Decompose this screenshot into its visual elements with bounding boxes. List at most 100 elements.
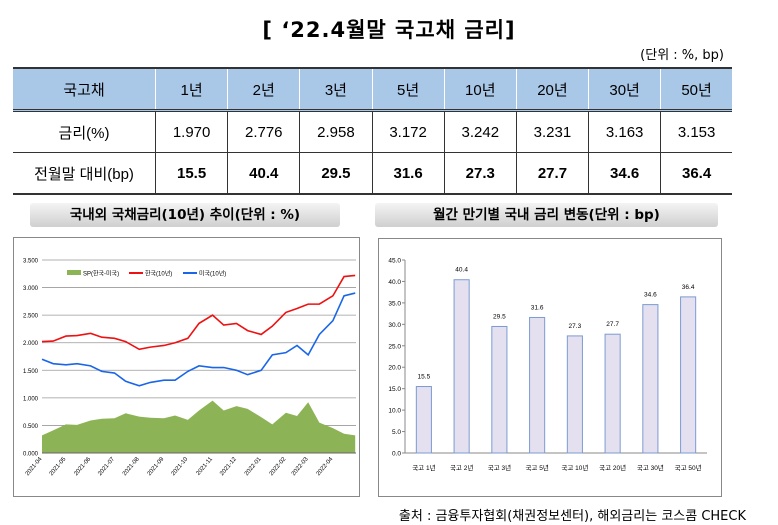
header-cell: 20년 [515, 67, 589, 112]
cell: 3.163 [588, 110, 661, 153]
y-tick-label: 0.0 [392, 451, 401, 458]
y-tick-label: 20.0 [388, 365, 401, 372]
x-tick-label: 2021-08 [122, 456, 141, 477]
cell: 3.153 [660, 110, 732, 153]
row-label: 금리(%) [13, 110, 156, 153]
left-chart-heading: 국내외 국채금리(10년) 추이(단위 : %) [30, 203, 340, 227]
x-tick-label: 2021-07 [97, 456, 116, 477]
cell: 3.172 [371, 110, 445, 153]
x-tick-label: 2022-01 [244, 456, 263, 477]
source-note: 출처 : 금융투자협회(채권정보센터), 해외금리는 코스콤 CHECK [398, 509, 746, 524]
x-tick-label: 2022-03 [291, 456, 310, 477]
header-cell: 30년 [588, 67, 661, 112]
bar-chart-frame: 0.0 5.0 10.0 15.0 20.0 25.0 30.0 35.0 40.0 45.0 15… [378, 238, 722, 497]
cell: 2.958 [299, 110, 373, 153]
y-tick-label: 35.0 [388, 300, 401, 307]
y-tick-label: 10.0 [388, 408, 401, 415]
bar [415, 386, 432, 454]
y-tick-label: 0.500 [23, 424, 39, 430]
bar-chart: 0.0 5.0 10.0 15.0 20.0 25.0 30.0 35.0 40.0 45.0 15… [388, 258, 707, 472]
data-label: 40.4 [455, 267, 468, 274]
us-10y-line [41, 292, 356, 387]
x-tick-label: 2022-02 [269, 456, 288, 477]
x-tick-label: 2021-10 [171, 456, 190, 477]
table-row: 전월말 대비(bp) 15.5 40.4 29.5 31.6 27.3 27.7… [13, 152, 732, 195]
header-cell: 국고채 [13, 67, 156, 112]
x-tick-label: 국고 3년 [488, 463, 511, 472]
x-tick-label: 2022-04 [316, 456, 335, 477]
y-tick-label: 1.500 [23, 369, 39, 375]
cell: 3.231 [515, 110, 589, 153]
header-cell: 50년 [660, 67, 732, 112]
cell: 1.970 [154, 110, 228, 153]
bar [453, 279, 470, 454]
y-tick-label: 3.500 [23, 259, 39, 265]
cell: 15.5 [154, 152, 228, 195]
cell: 29.5 [299, 152, 373, 195]
y-tick-label: 0.000 [23, 452, 39, 458]
y-tick-label: 2.500 [23, 314, 39, 320]
x-tick-label: 국고 10년 [561, 463, 588, 472]
data-label: 27.7 [606, 321, 619, 328]
y-tick-label: 30.0 [388, 322, 401, 329]
legend-label: 미국(10년) [199, 270, 226, 278]
header-cell: 10년 [443, 67, 517, 112]
bar [642, 304, 659, 454]
line-chart-frame: 0.000 0.500 1.000 1.500 2.000 2.500 3.000 3.500… [13, 237, 360, 497]
table-row: 금리(%) 1.970 2.776 2.958 3.172 3.242 3.23… [13, 110, 732, 153]
x-tick-label: 2021-04 [25, 456, 44, 477]
bar [529, 316, 546, 454]
header-cell: 2년 [227, 67, 300, 112]
bond-rate-table: 국고채 1년 2년 3년 5년 10년 20년 30년 50년 금리(%) 1.… [13, 67, 732, 195]
y-tick-label: 3.000 [23, 286, 39, 292]
right-chart-heading: 월간 만기별 국내 금리 변동(단위 : bp) [375, 203, 718, 227]
bar [491, 325, 508, 454]
y-tick-label: 15.0 [388, 386, 401, 393]
korea-10y-line [41, 274, 356, 351]
page-title: [ ‘22.4월말 국고채 금리] [262, 18, 516, 42]
header-cell: 1년 [154, 67, 228, 112]
data-label: 34.6 [644, 292, 657, 299]
spread-area [42, 400, 356, 453]
bar [604, 333, 621, 454]
y-tick-label: 25.0 [388, 343, 401, 350]
y-tick-label: 40.0 [388, 279, 401, 286]
y-tick-label: 5.0 [392, 429, 401, 436]
y-tick-label: 1.000 [23, 396, 39, 402]
data-label: 27.3 [569, 323, 582, 330]
x-tick-label: 2021-11 [196, 456, 215, 477]
cell: 27.7 [515, 152, 589, 195]
legend-swatch [67, 270, 81, 275]
data-label: 31.6 [531, 304, 544, 311]
cell: 2.776 [227, 110, 300, 153]
legend-label: 한국(10년) [145, 270, 172, 278]
header-cell: 3년 [299, 67, 373, 112]
cell: 27.3 [443, 152, 517, 195]
table-header-row: 국고채 1년 2년 3년 5년 10년 20년 30년 50년 [13, 67, 732, 112]
cell: 3.242 [443, 110, 517, 153]
data-label: 36.4 [682, 284, 695, 291]
data-label: 15.5 [418, 374, 431, 381]
cell: 36.4 [660, 152, 732, 195]
x-tick-label: 국고 50년 [675, 463, 702, 472]
unit-note: (단위 : %, bp) [640, 48, 724, 63]
x-tick-label: 국고 2년 [450, 463, 473, 472]
x-tick-label: 국고 5년 [525, 463, 548, 472]
x-tick-label: 국고 1년 [412, 463, 435, 472]
header-cell: 5년 [371, 67, 445, 112]
bar [680, 296, 697, 454]
y-tick-label: 2.000 [23, 341, 39, 347]
x-tick-label: 국고 30년 [637, 463, 664, 472]
cell: 40.4 [227, 152, 300, 195]
legend-label: SP(한국-미국) [83, 270, 119, 278]
x-tick-label: 국고 20년 [599, 463, 626, 472]
y-tick-label: 45.0 [388, 258, 401, 265]
x-tick-label: 2021-12 [219, 456, 238, 477]
x-tick-label: 2021-06 [73, 456, 92, 477]
row-label: 전월말 대비(bp) [13, 152, 156, 195]
cell: 34.6 [588, 152, 661, 195]
x-tick-label: 2021-09 [147, 456, 166, 477]
bar [566, 335, 583, 454]
x-tick-label: 2021-05 [49, 456, 68, 477]
data-label: 29.5 [493, 313, 506, 320]
